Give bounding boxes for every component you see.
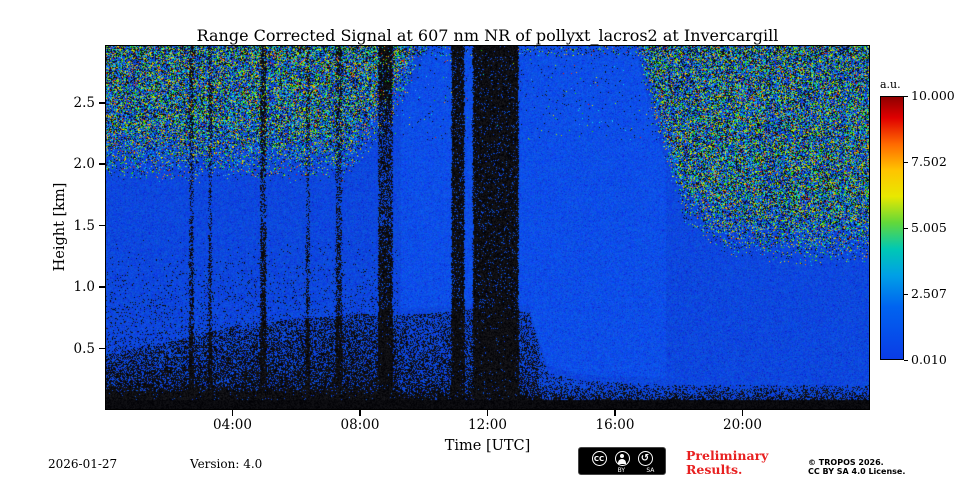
colorbar-tick-mark — [904, 95, 908, 97]
y-tick-mark — [99, 286, 105, 288]
person-head — [620, 454, 624, 458]
colorbar-tick-mark — [904, 293, 908, 295]
x-tick-label: 04:00 — [213, 417, 252, 433]
colorbar-tick-label: 10.000 — [911, 88, 955, 103]
colorbar-tick-label: 2.507 — [911, 286, 947, 301]
y-tick-label: 2.5 — [73, 94, 95, 111]
y-tick-mark — [99, 163, 105, 165]
colorbar-tick-mark — [904, 227, 908, 229]
footer-version: Version: 4.0 — [190, 457, 263, 471]
y-tick-mark — [99, 224, 105, 227]
colorbar-tick-mark — [904, 359, 908, 361]
license-line: CC BY SA 4.0 License. — [808, 467, 906, 476]
y-tick-mark — [99, 102, 105, 104]
x-tick-label: 12:00 — [468, 417, 507, 433]
cc-license-badge: CC ↺ BY SA — [578, 447, 666, 475]
copyright-line: © TROPOS 2026. — [808, 458, 884, 467]
cc-badge-sublabels: BY SA — [607, 467, 665, 474]
colorbar — [880, 96, 904, 360]
x-tick-mark — [486, 410, 489, 416]
share-alike-glyph: ↺ — [640, 452, 650, 464]
y-tick-mark — [99, 347, 105, 350]
person-body — [618, 459, 626, 464]
cc-icon: CC — [591, 451, 607, 466]
copyright-note: © TROPOS 2026. CC BY SA 4.0 License. — [808, 458, 905, 476]
y-tick-label: 1.5 — [73, 217, 95, 234]
share-alike-icon: ↺ — [637, 451, 653, 466]
colorbar-tick-label: 0.010 — [911, 352, 947, 367]
x-tick-mark — [231, 410, 234, 416]
by-label: BY — [617, 467, 626, 474]
colorbar-tick-mark — [904, 161, 908, 163]
attribution-person-icon — [614, 451, 630, 466]
preliminary-note: Preliminary Results. — [686, 449, 768, 477]
colorbar-unit-label: a.u. — [880, 78, 901, 91]
chart-title: Range Corrected Signal at 607 nm NR of p… — [196, 26, 779, 45]
preliminary-line1: Preliminary — [686, 448, 769, 463]
colorbar-tick-label: 7.502 — [911, 154, 947, 169]
y-tick-label: 2.0 — [73, 156, 95, 173]
x-tick-label: 08:00 — [340, 417, 380, 433]
x-tick-label: 20:00 — [723, 417, 762, 433]
y-tick-label: 1.0 — [73, 279, 95, 296]
heatmap-canvas — [105, 45, 870, 410]
x-tick-mark — [741, 410, 744, 416]
x-tick-label: 16:00 — [595, 417, 635, 433]
colorbar-tick-label: 5.005 — [911, 220, 947, 235]
preliminary-line2: Results. — [686, 462, 743, 477]
y-tick-label: 0.5 — [73, 340, 95, 357]
x-tick-mark — [614, 410, 616, 416]
footer-date: 2026-01-27 — [48, 457, 118, 471]
cc-icon-text: CC — [593, 454, 605, 463]
x-tick-mark — [359, 410, 361, 416]
sa-label: SA — [646, 467, 655, 474]
x-axis-label: Time [UTC] — [444, 438, 531, 454]
